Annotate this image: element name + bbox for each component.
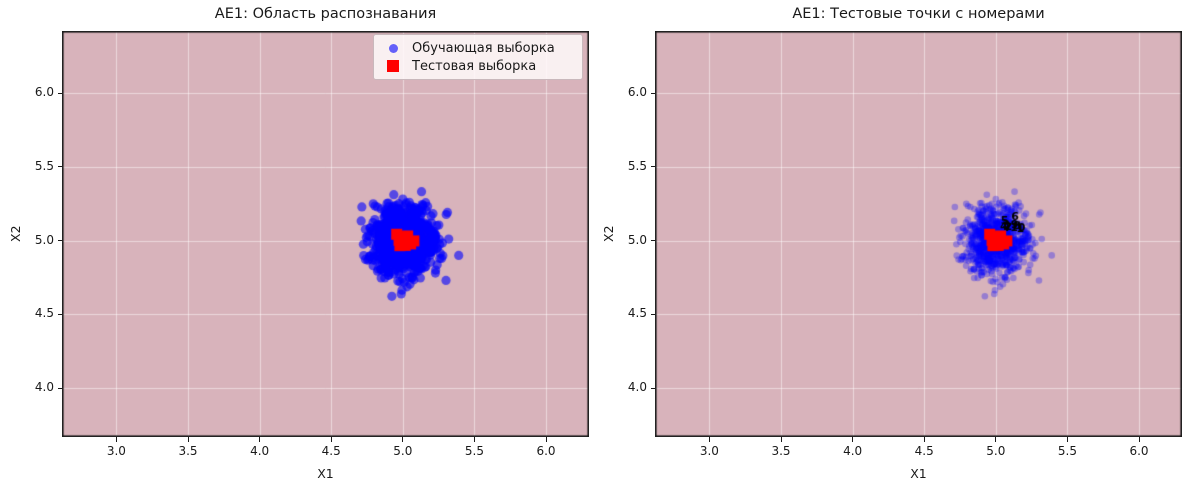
- x-tick-mark: [923, 437, 925, 442]
- y-tick-mark: [57, 240, 62, 242]
- y-tick-mark: [57, 387, 62, 389]
- x-tick-label: 6.0: [1129, 444, 1149, 458]
- x-tick-mark: [115, 437, 117, 442]
- left-plot-title: AE1: Область распознавания: [214, 6, 437, 22]
- y-tick-label: 4.0: [627, 380, 647, 395]
- y-tick-mark: [650, 313, 655, 315]
- legend-item-test: Тестовая выборка: [380, 57, 574, 75]
- y-tick-label: 5.0: [627, 232, 647, 247]
- x-tick-mark: [545, 437, 547, 442]
- y-tick-mark: [650, 387, 655, 389]
- x-tick-label: 4.0: [843, 444, 863, 458]
- x-tick-mark: [473, 437, 475, 442]
- x-tick-label: 4.5: [321, 444, 341, 458]
- legend: Обучающая выборка Тестовая выборка: [373, 34, 583, 80]
- y-tick-mark: [57, 313, 62, 315]
- x-tick-label: 5.5: [464, 444, 484, 458]
- x-tick-label: 3.5: [771, 444, 791, 458]
- x-tick-mark: [259, 437, 261, 442]
- x-tick-label: 4.0: [250, 444, 270, 458]
- legend-item-train: Обучающая выборка: [380, 39, 574, 57]
- y-tick-mark: [57, 92, 62, 94]
- x-tick-mark: [330, 437, 332, 442]
- x-tick-label: 3.5: [178, 444, 198, 458]
- x-tick-label: 5.0: [393, 444, 413, 458]
- y-tick-mark: [650, 166, 655, 168]
- x-tick-label: 4.5: [914, 444, 934, 458]
- train-sample-marker-icon: [388, 43, 398, 53]
- y-tick-label: 6.0: [627, 85, 647, 99]
- x-tick-label: 3.0: [699, 444, 719, 458]
- x-tick-mark: [852, 437, 854, 442]
- x-tick-mark: [1138, 437, 1140, 442]
- left-plot-xlabel: X1: [317, 466, 334, 481]
- left-plot-area: [62, 31, 589, 437]
- x-tick-mark: [708, 437, 710, 442]
- y-tick-label: 6.0: [34, 85, 54, 99]
- x-tick-mark: [187, 437, 189, 442]
- right-plot-area: [655, 31, 1182, 437]
- y-tick-mark: [57, 166, 62, 168]
- legend-label-train: Обучающая выборка: [412, 40, 555, 56]
- right-plot-xlabel: X1: [910, 466, 927, 481]
- x-tick-label: 3.0: [106, 444, 126, 458]
- x-tick-mark: [780, 437, 782, 442]
- y-tick-label: 5.5: [627, 158, 647, 173]
- y-tick-label: 5.0: [34, 232, 54, 247]
- x-tick-label: 5.0: [986, 444, 1006, 458]
- y-tick-label: 5.5: [34, 158, 54, 173]
- x-tick-mark: [1066, 437, 1068, 442]
- y-tick-label: 4.0: [34, 380, 54, 395]
- x-tick-label: 5.5: [1057, 444, 1077, 458]
- y-tick-label: 4.5: [34, 306, 54, 321]
- x-tick-mark: [995, 437, 997, 442]
- test-sample-marker-icon: [387, 60, 399, 72]
- y-tick-label: 4.5: [627, 306, 647, 321]
- x-tick-label: 6.0: [536, 444, 556, 458]
- y-tick-mark: [650, 92, 655, 94]
- y-tick-mark: [650, 240, 655, 242]
- x-tick-mark: [402, 437, 404, 442]
- legend-label-test: Тестовая выборка: [412, 58, 537, 74]
- right-plot-title: AE1: Тестовые точки с номерами: [792, 6, 1045, 22]
